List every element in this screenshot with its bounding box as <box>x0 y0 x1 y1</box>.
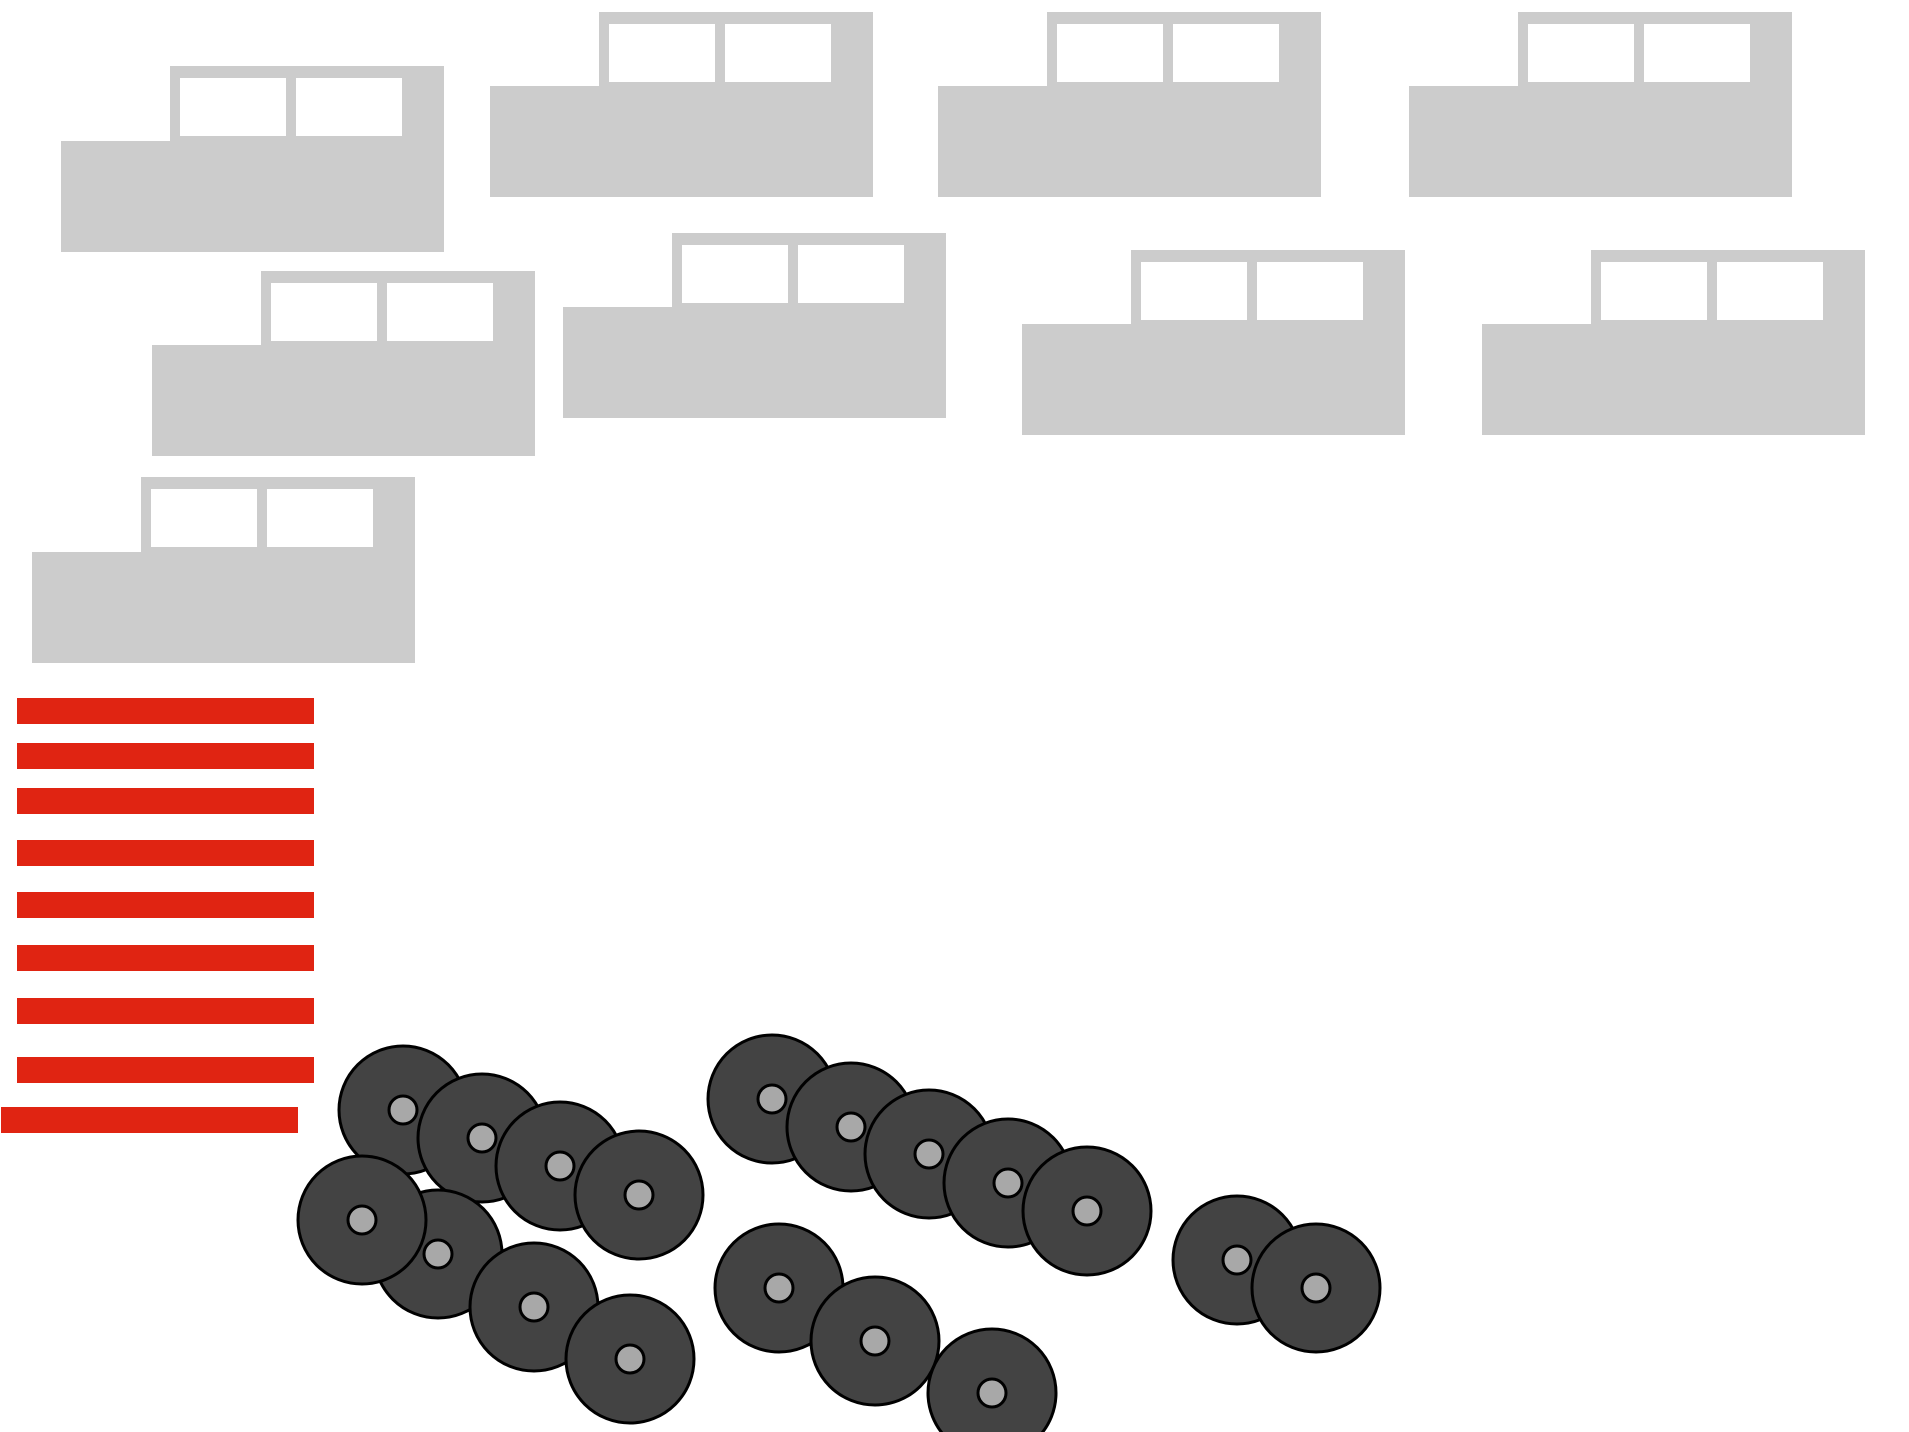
vehicle-body <box>32 552 415 663</box>
wheel <box>713 1222 845 1354</box>
vehicle-window <box>682 245 788 303</box>
red-stripe <box>17 788 314 814</box>
wheel <box>573 1129 705 1261</box>
vehicle-body <box>938 86 1321 197</box>
vehicle-window <box>1141 262 1247 320</box>
red-stripe <box>17 698 314 724</box>
wheel-hub <box>859 1325 891 1357</box>
vehicle <box>938 12 1321 197</box>
vehicle <box>61 66 444 252</box>
red-stripe <box>17 840 314 866</box>
wheel-hub <box>518 1291 550 1323</box>
vehicle <box>563 233 946 418</box>
vehicle-window <box>1601 262 1707 320</box>
vehicle-group <box>32 12 1865 663</box>
wheel-hub <box>913 1138 945 1170</box>
vehicle-window <box>296 78 402 136</box>
wheel <box>564 1293 696 1425</box>
wheel-hub <box>387 1094 419 1126</box>
vehicle-window <box>798 245 904 303</box>
wheel-hub <box>1071 1195 1103 1227</box>
red-stripe <box>17 998 314 1024</box>
wheel-hub <box>422 1238 454 1270</box>
wheel-hub <box>1221 1244 1253 1276</box>
red-stripe <box>17 1057 314 1083</box>
vehicle-body <box>152 345 535 456</box>
wheel-hub <box>1300 1272 1332 1304</box>
vehicle-body <box>1022 324 1405 435</box>
vehicle-window <box>1528 24 1634 82</box>
wheel-hub <box>763 1272 795 1304</box>
vehicle-window <box>1173 24 1279 82</box>
vehicle-body <box>490 86 873 197</box>
wheel-hub <box>544 1150 576 1182</box>
wheel-hub <box>614 1343 646 1375</box>
vehicle <box>1409 12 1792 197</box>
wheel-hub <box>976 1377 1008 1409</box>
wheel-group <box>296 1033 1382 1432</box>
red-stripe <box>17 945 314 971</box>
wheel-hub <box>992 1167 1024 1199</box>
vehicle-window <box>1717 262 1823 320</box>
red-stripe <box>17 743 314 769</box>
vehicle-body <box>61 141 444 252</box>
vehicle-window <box>725 24 831 82</box>
vehicle-window <box>387 283 493 341</box>
vehicle-window <box>1644 24 1750 82</box>
vehicle-body <box>563 307 946 418</box>
wheel <box>1021 1145 1153 1277</box>
wheel <box>296 1154 428 1286</box>
vehicle-body <box>1409 86 1792 197</box>
wheel <box>926 1327 1058 1432</box>
vehicle-window <box>180 78 286 136</box>
vehicle <box>1482 250 1865 435</box>
red-stripe <box>1 1107 298 1133</box>
wheel-hub <box>756 1083 788 1115</box>
vehicle-window <box>151 489 257 547</box>
vehicle-window <box>609 24 715 82</box>
vehicle-window <box>267 489 373 547</box>
vehicle-window <box>1057 24 1163 82</box>
wheel <box>1250 1222 1382 1354</box>
wheel-hub <box>346 1204 378 1236</box>
stripe-group <box>1 698 314 1133</box>
vehicle <box>1022 250 1405 435</box>
vehicle <box>32 477 415 663</box>
wheel-hub <box>623 1179 655 1211</box>
wheel-hub <box>835 1111 867 1143</box>
red-stripe <box>17 892 314 918</box>
vehicle <box>490 12 873 197</box>
wheel <box>809 1275 941 1407</box>
wheel-hub <box>466 1122 498 1154</box>
vehicle-window <box>1257 262 1363 320</box>
vehicle-window <box>271 283 377 341</box>
vehicle-body <box>1482 324 1865 435</box>
vehicle <box>152 271 535 456</box>
